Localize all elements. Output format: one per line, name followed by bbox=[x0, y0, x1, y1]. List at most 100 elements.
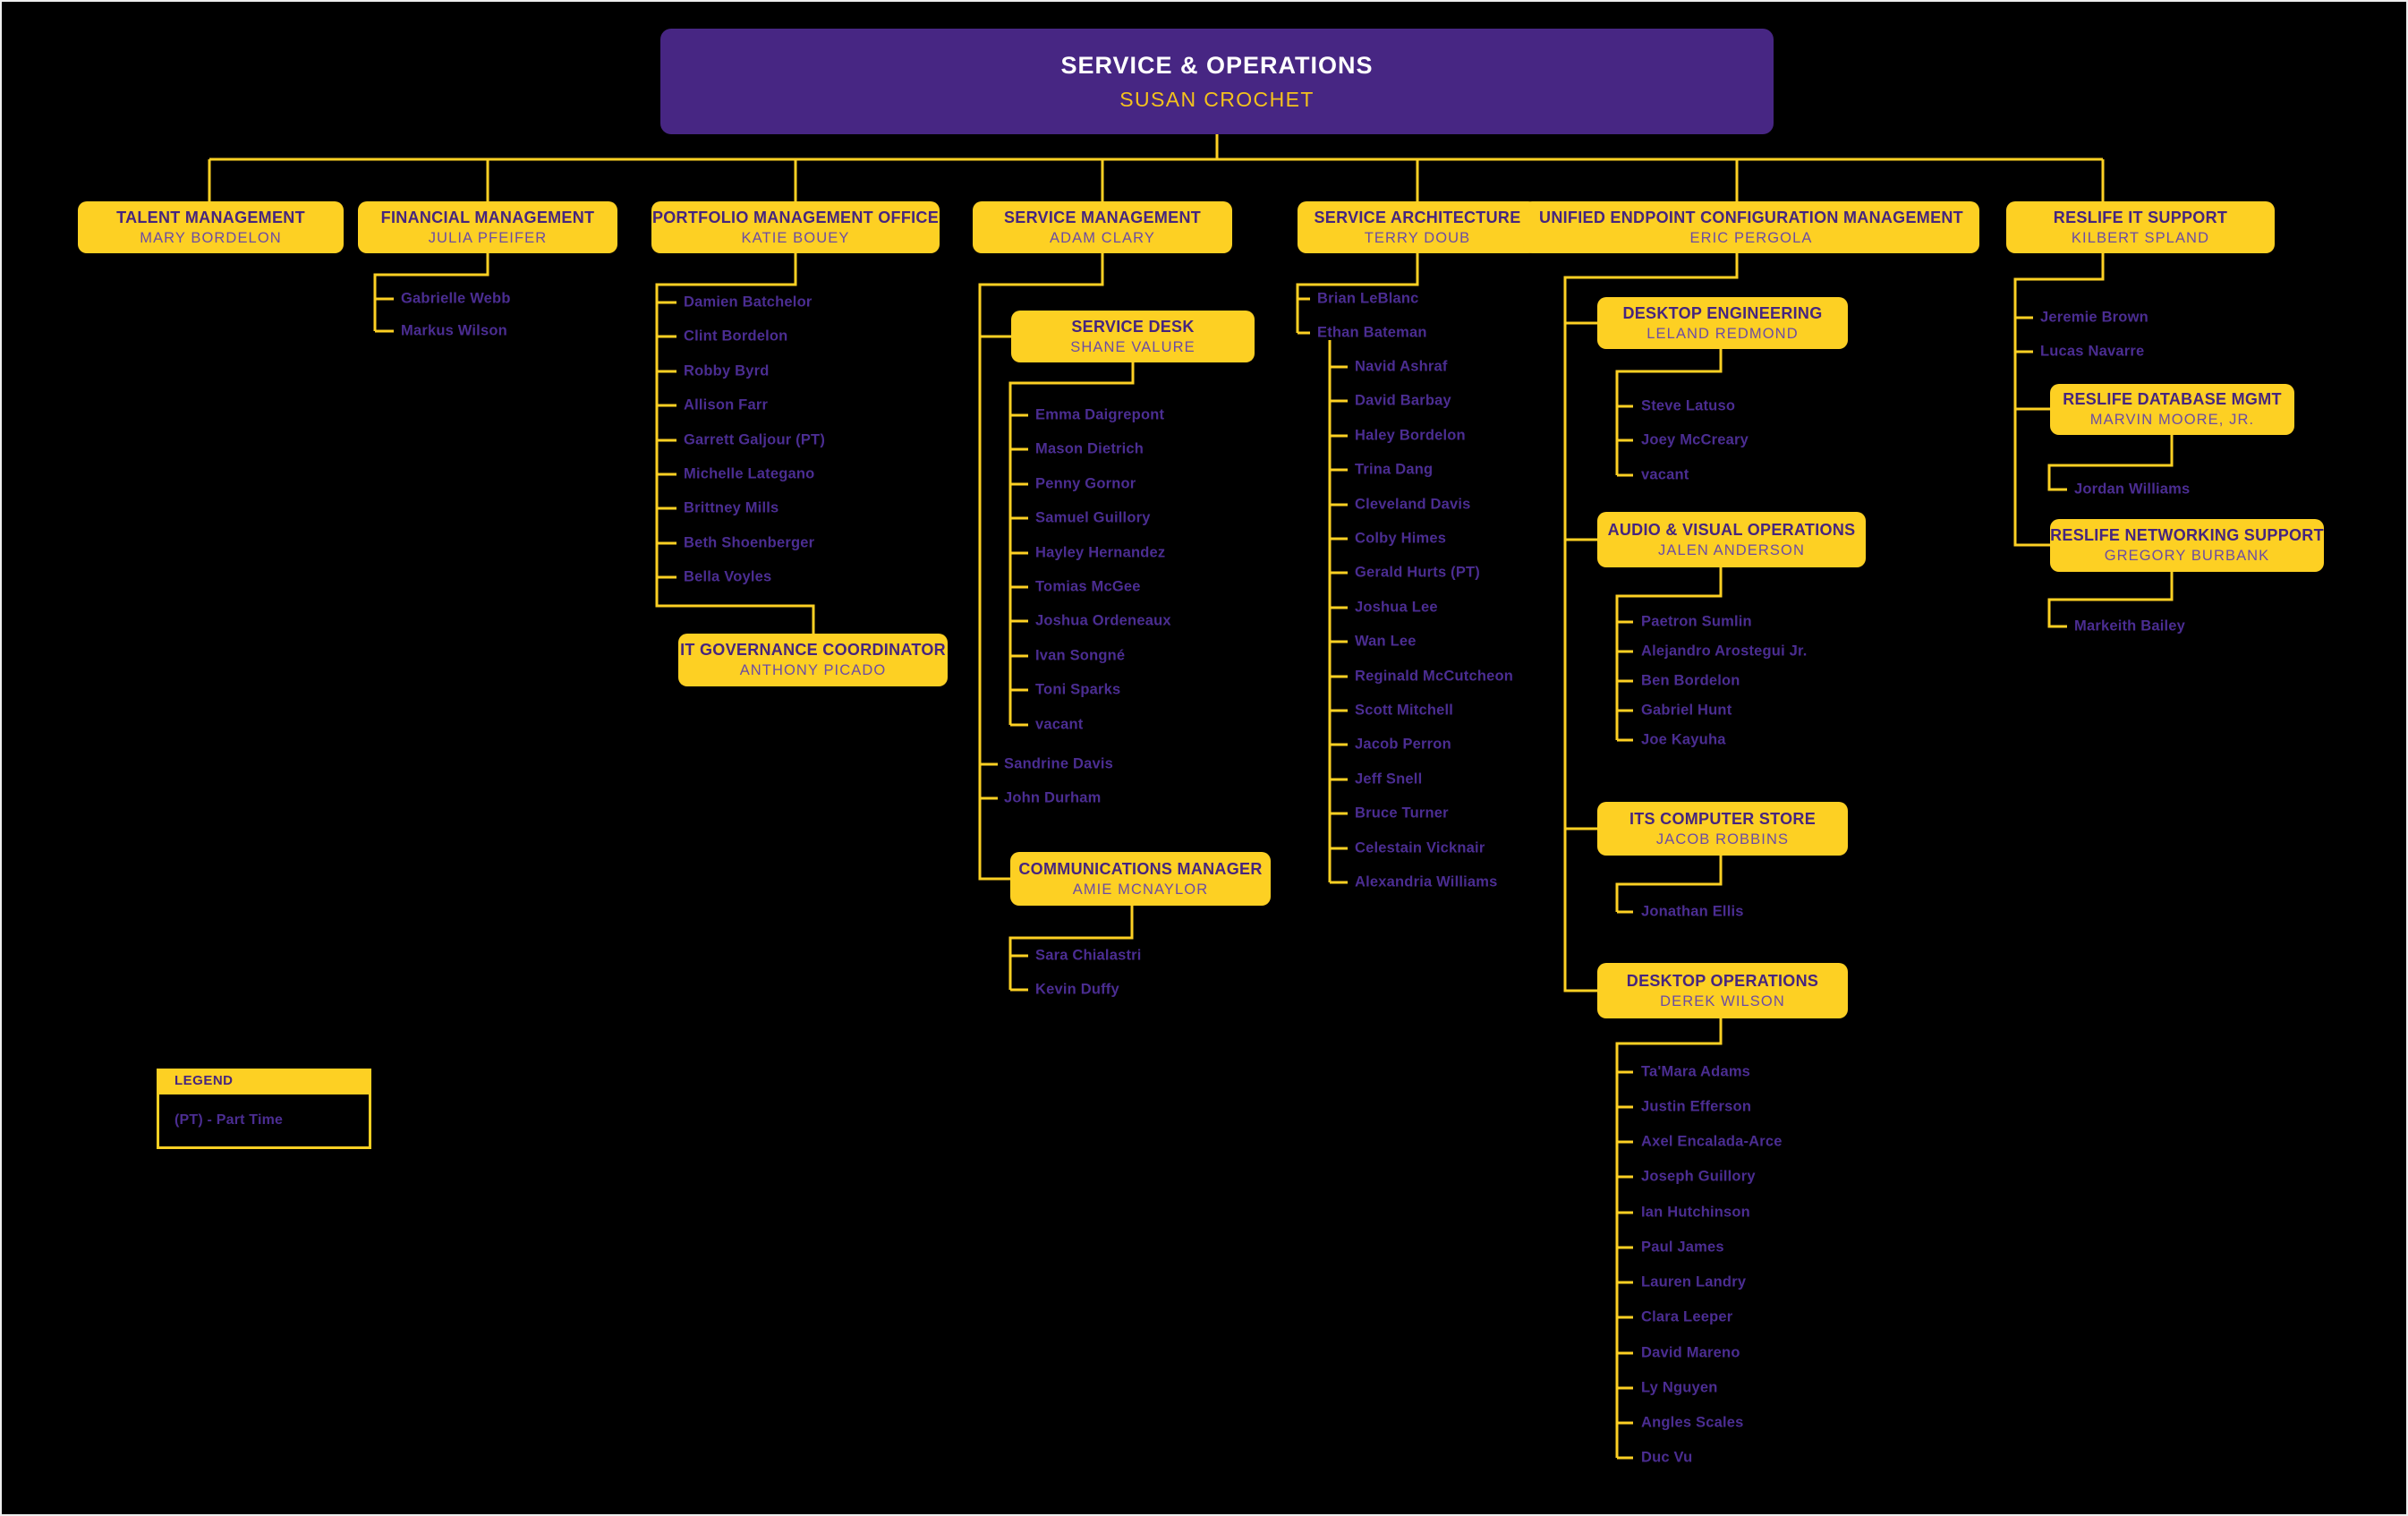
org-member: Duc Vu bbox=[1641, 1449, 1693, 1466]
org-member: Reginald McCutcheon bbox=[1355, 668, 1514, 685]
dept-box-service-desk: SERVICE DESK SHANE VALURE bbox=[1011, 311, 1255, 362]
connector-reslife-networking bbox=[2047, 572, 2174, 628]
org-member: Markus Wilson bbox=[401, 322, 507, 339]
org-member: Ben Bordelon bbox=[1641, 672, 1740, 689]
org-member: Penny Gornor bbox=[1035, 475, 1136, 492]
dept-title: COMMUNICATIONS MANAGER bbox=[1018, 859, 1263, 878]
org-member: Justin Efferson bbox=[1641, 1098, 1752, 1115]
connector-computer-store bbox=[1615, 856, 1723, 914]
connector-top-rail bbox=[208, 134, 2105, 201]
dept-box-reslife-networking-support: RESLIFE NETWORKING SUPPORT GREGORY BURBA… bbox=[2050, 519, 2324, 572]
dept-title: AUDIO & VISUAL OPERATIONS bbox=[1607, 520, 1856, 539]
org-member: Michelle Lategano bbox=[684, 465, 815, 482]
dept-lead: SHANE VALURE bbox=[1070, 338, 1195, 355]
org-member: Ivan Songné bbox=[1035, 647, 1126, 664]
org-member: Jeremie Brown bbox=[2040, 309, 2148, 326]
org-member: Tomias McGee bbox=[1035, 578, 1141, 595]
org-member: Toni Sparks bbox=[1035, 681, 1121, 698]
connector-av-operations bbox=[1615, 567, 1723, 742]
dept-box-financial-management: FINANCIAL MANAGEMENT JULIA PFEIFER bbox=[358, 201, 617, 253]
dept-title: IT GOVERNANCE COORDINATOR bbox=[680, 641, 946, 659]
dept-title: PORTFOLIO MANAGEMENT OFFICE bbox=[651, 208, 940, 226]
connector-reslife-database bbox=[2047, 435, 2174, 491]
org-member: Alejandro Arostegui Jr. bbox=[1641, 643, 1808, 660]
dept-title: TALENT MANAGEMENT bbox=[116, 208, 305, 226]
org-member: Emma Daigrepont bbox=[1035, 406, 1165, 423]
org-member: Brian LeBlanc bbox=[1317, 290, 1419, 307]
org-member: Cleveland Davis bbox=[1355, 496, 1471, 513]
connector-service-management bbox=[978, 253, 1104, 881]
org-member: Clara Leeper bbox=[1641, 1308, 1733, 1325]
org-member: Kevin Duffy bbox=[1035, 981, 1119, 998]
org-member: Axel Encalada-Arce bbox=[1641, 1133, 1783, 1150]
connector-service-desk bbox=[1008, 362, 1135, 727]
org-member: Alexandria Williams bbox=[1355, 873, 1498, 890]
org-member: Jonathan Ellis bbox=[1641, 903, 1744, 920]
org-member: Markeith Bailey bbox=[2074, 617, 2186, 635]
dept-box-reslife-it-support: RESLIFE IT SUPPORT KILBERT SPLAND bbox=[2006, 201, 2275, 253]
dept-box-service-and-operations: SERVICE & OPERATIONS SUSAN CROCHET bbox=[660, 29, 1774, 134]
legend-title: LEGEND bbox=[157, 1069, 371, 1092]
dept-lead: JALEN ANDERSON bbox=[1658, 541, 1805, 558]
connector-service-architecture bbox=[1296, 253, 1419, 884]
org-member: Gabrielle Webb bbox=[401, 290, 511, 307]
org-member: Scott Mitchell bbox=[1355, 702, 1454, 719]
dept-lead: MARVIN MOORE, JR. bbox=[2089, 412, 2255, 428]
dept-title: UNIFIED ENDPOINT CONFIGURATION MANAGEMEN… bbox=[1539, 208, 1963, 226]
org-member: Jordan Williams bbox=[2074, 481, 2191, 498]
org-member: Damien Batchelor bbox=[684, 294, 813, 311]
dept-title: SERVICE DESK bbox=[1071, 317, 1195, 336]
org-member: Steve Latuso bbox=[1641, 397, 1736, 414]
org-member: Sandrine Davis bbox=[1004, 755, 1114, 772]
dept-box-unified-endpoint-configuration-management: UNIFIED ENDPOINT CONFIGURATION MANAGEMEN… bbox=[1523, 201, 1979, 253]
dept-lead: JULIA PFEIFER bbox=[428, 229, 548, 246]
dept-box-service-architecture: SERVICE ARCHITECTURE TERRY DOUB bbox=[1298, 201, 1537, 253]
org-member: Samuel Guillory bbox=[1035, 509, 1151, 526]
org-member: Mason Dietrich bbox=[1035, 440, 1144, 457]
dept-title: SERVICE & OPERATIONS bbox=[1060, 51, 1374, 79]
dept-title: SERVICE MANAGEMENT bbox=[1003, 208, 1202, 226]
org-member: Joe Kayuha bbox=[1641, 731, 1726, 748]
org-member: Ian Hutchinson bbox=[1641, 1204, 1750, 1221]
dept-lead: AMIE MCNAYLOR bbox=[1072, 881, 1209, 898]
dept-box-desktop-operations: DESKTOP OPERATIONS DEREK WILSON bbox=[1597, 963, 1848, 1018]
org-member: Ethan Bateman bbox=[1317, 324, 1427, 341]
connector-portfolio bbox=[655, 253, 815, 634]
org-member: Bruce Turner bbox=[1355, 805, 1449, 822]
dept-title: SERVICE ARCHITECTURE bbox=[1314, 208, 1521, 226]
dept-title: RESLIFE IT SUPPORT bbox=[2053, 208, 2228, 226]
dept-lead: JACOB ROBBINS bbox=[1655, 830, 1790, 847]
dept-lead: KILBERT SPLAND bbox=[2071, 229, 2210, 246]
dept-box-portfolio-management-office: PORTFOLIO MANAGEMENT OFFICE KATIE BOUEY bbox=[651, 201, 940, 253]
org-member: Haley Bordelon bbox=[1355, 427, 1466, 444]
connector-desktop-operations bbox=[1615, 1018, 1723, 1460]
dept-lead: DEREK WILSON bbox=[1660, 992, 1785, 1009]
dept-box-communications-manager: COMMUNICATIONS MANAGER AMIE MCNAYLOR bbox=[1010, 852, 1271, 906]
org-member: Paul James bbox=[1641, 1239, 1724, 1256]
org-member: Garrett Galjour (PT) bbox=[684, 431, 826, 448]
org-member: Joshua Lee bbox=[1355, 599, 1438, 616]
org-member: Gabriel Hunt bbox=[1641, 702, 1732, 719]
dept-box-talent-management: TALENT MANAGEMENT MARY BORDELON bbox=[78, 201, 344, 253]
org-member: Brittney Mills bbox=[684, 499, 779, 516]
dept-title: ITS COMPUTER STORE bbox=[1629, 809, 1817, 828]
org-member: Wan Lee bbox=[1355, 633, 1417, 650]
dept-lead: ADAM CLARY bbox=[1050, 229, 1155, 246]
dept-title: DESKTOP OPERATIONS bbox=[1626, 971, 1819, 990]
org-member: Joshua Ordeneaux bbox=[1035, 612, 1171, 629]
org-member: Joseph Guillory bbox=[1641, 1168, 1756, 1185]
dept-title: DESKTOP ENGINEERING bbox=[1622, 303, 1823, 322]
org-member: Lauren Landry bbox=[1641, 1273, 1747, 1290]
dept-lead: MARY BORDELON bbox=[140, 229, 282, 246]
org-member: John Durham bbox=[1004, 789, 1102, 806]
org-member: Beth Shoenberger bbox=[684, 534, 815, 551]
org-member: Lucas Navarre bbox=[2040, 343, 2145, 360]
org-member: Celestain Vicknair bbox=[1355, 839, 1485, 856]
org-member: Colby Himes bbox=[1355, 530, 1447, 547]
org-member: David Mareno bbox=[1641, 1344, 1740, 1361]
org-member: Paetron Sumlin bbox=[1641, 613, 1752, 630]
org-member: Hayley Hernandez bbox=[1035, 544, 1166, 561]
org-member: Joey McCreary bbox=[1641, 431, 1749, 448]
